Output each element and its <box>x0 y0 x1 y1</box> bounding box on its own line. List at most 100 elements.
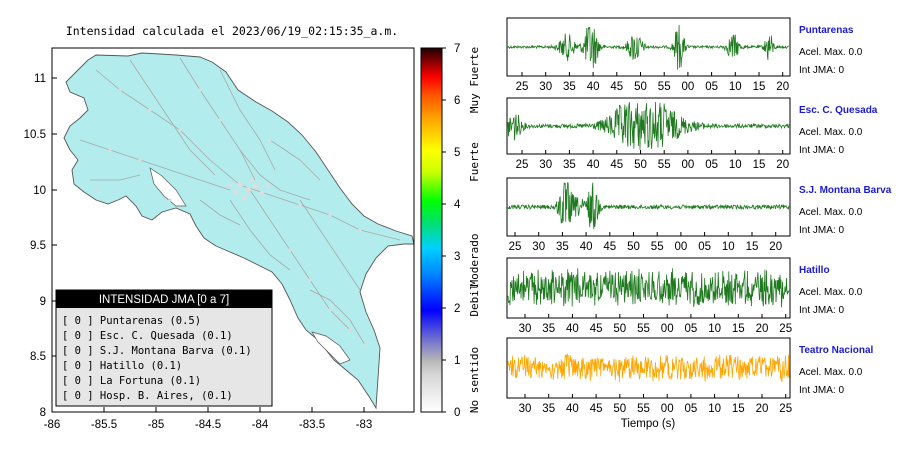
waveform-tick-label: 15 <box>732 323 745 335</box>
waveform-trace <box>507 353 790 383</box>
waveform-tick-label: 20 <box>769 241 782 253</box>
waveform-tick-label: 45 <box>610 159 623 171</box>
waveform-tick-label: 00 <box>661 323 674 335</box>
map-y-tick-label: 10.5 <box>24 129 46 141</box>
waveform-tick-label: 25 <box>516 159 529 171</box>
waveform-time-axis: 30 35 40 45 50 55 00 05 10 15 20 25 <box>519 394 792 415</box>
waveform-tick-label: 10 <box>722 241 735 253</box>
map-x-tick-label: -84 <box>252 419 269 431</box>
legend-item: [ 0 ] Puntarenas (0.5) <box>62 315 201 327</box>
waveform-tick-label: 15 <box>746 241 759 253</box>
waveform-time-axis: 25 30 35 40 45 50 55 00 05 10 15 20 <box>516 150 789 171</box>
station-int-jma: Int JMA: 0 <box>799 145 844 156</box>
time-axis-label: Tiempo (s) <box>621 418 676 430</box>
waveform-tick-label: 00 <box>661 403 674 415</box>
waveform-tick-label: 45 <box>603 241 616 253</box>
waveform-tick-label: 05 <box>698 241 711 253</box>
waveform-tick-label: 35 <box>542 403 555 415</box>
waveform-trace <box>507 101 790 150</box>
legend-item: [ 0 ] Hosp. B. Aires, (0.1) <box>62 390 233 402</box>
map-x-tick-label: -84.5 <box>195 419 221 431</box>
town-markers <box>94 88 367 347</box>
station-acel-max: Acel. Max. 0.0 <box>799 47 863 58</box>
waveform-tick-label: 35 <box>542 323 555 335</box>
waveform-tick-label: 15 <box>732 403 745 415</box>
station-acel-max: Acel. Max. 0.0 <box>799 127 863 138</box>
waveform-tick-label: 00 <box>682 159 695 171</box>
waveform-tick-label: 20 <box>776 159 789 171</box>
waveform-tick-label: 05 <box>705 81 718 93</box>
map-x-tick-label: -86 <box>44 419 61 431</box>
waveform-time-axis: 25 30 35 40 45 50 55 00 05 10 15 20 <box>516 72 789 93</box>
waveform-tick-label: 55 <box>658 81 671 93</box>
map-x-tick-label: -85 <box>148 419 165 431</box>
waveform-time-axis: 25 30 35 40 45 50 55 00 05 10 15 20 <box>509 232 782 253</box>
map-y-tick-label: 9.5 <box>30 240 46 252</box>
waveform-time-axis: 30 35 40 45 50 55 00 05 10 15 20 25 <box>519 314 792 335</box>
road-lines <box>79 57 401 346</box>
colorbar-level-label: Debil <box>468 283 481 316</box>
station-int-jma: Int JMA: 0 <box>799 65 844 76</box>
waveform-tick-label: 55 <box>651 241 664 253</box>
waveform-tick-label: 05 <box>685 403 698 415</box>
waveform-tick-label: 50 <box>627 241 640 253</box>
waveform-tick-label: 10 <box>708 403 721 415</box>
legend-item: [ 0 ] S.J. Montana Barva (0.1) <box>62 345 252 357</box>
waveform-tick-label: 00 <box>682 81 695 93</box>
waveform-tick-label: 20 <box>756 323 769 335</box>
colorbar-level-label: Fuerte <box>468 142 481 182</box>
waveform-panel: 30 35 40 45 50 55 00 05 10 15 20 25 Hatillo Acel. Max… <box>506 257 863 335</box>
waveform-tick-label: 50 <box>634 159 647 171</box>
waveform-tick-label: 55 <box>658 159 671 171</box>
waveform-tick-label: 50 <box>613 323 626 335</box>
intensity-legend: INTENSIDAD JMA [0 a 7] [ 0 ] Puntarenas … <box>55 289 273 407</box>
waveform-panels: 25 30 35 40 45 50 55 00 05 10 15 20 Puntarenas Acel. … <box>506 17 892 415</box>
waveform-tick-label: 25 <box>509 241 522 253</box>
waveform-tick-label: 40 <box>587 159 600 171</box>
waveform-tick-label: 10 <box>729 81 742 93</box>
waveform-tick-label: 25 <box>779 403 792 415</box>
station-name: Hatillo <box>799 265 830 276</box>
waveform-tick-label: 45 <box>590 323 603 335</box>
map-y-tick-label: 8 <box>40 407 46 419</box>
waveform-panel: 25 30 35 40 45 50 55 00 05 10 15 20 Puntarenas Acel. … <box>506 17 863 93</box>
waveform-tick-label: 55 <box>637 403 650 415</box>
station-int-jma: Int JMA: 0 <box>799 385 844 396</box>
waveform-tick-label: 15 <box>753 81 766 93</box>
station-name: Puntarenas <box>799 25 854 36</box>
legend-item: [ 0 ] Esc. C. Quesada (0.1) <box>62 330 233 342</box>
waveform-tick-label: 35 <box>556 241 569 253</box>
waveform-tick-label: 00 <box>675 241 688 253</box>
waveform-tick-label: 10 <box>729 159 742 171</box>
waveform-tick-label: 20 <box>776 81 789 93</box>
colorbar-tick-label: 1 <box>454 355 460 367</box>
waveform-tick-label: 35 <box>563 159 576 171</box>
map-x-axis: -86 -85.5 -85 -84.5 -84 -83.5 -83 <box>44 407 373 431</box>
waveform-tick-label: 25 <box>779 323 792 335</box>
map-x-tick-label: -85.5 <box>91 419 117 431</box>
station-int-jma: Int JMA: 0 <box>799 305 844 316</box>
colorbar-tick-label: 0 <box>454 407 460 419</box>
station-name: S.J. Montana Barva <box>799 185 892 196</box>
costa-rica-land <box>63 52 414 410</box>
colorbar-level-label: No sentido <box>468 347 481 413</box>
legend-item: [ 0 ] La Fortuna (0.1) <box>62 375 201 387</box>
map-title: Intensidad calculada el 2023/06/19_02:15… <box>66 24 398 38</box>
colorbar-level-label: Moderado <box>468 234 481 287</box>
waveform-tick-label: 30 <box>532 241 545 253</box>
colorbar-tick-label: 4 <box>454 199 461 211</box>
waveform-panel: 25 30 35 40 45 50 55 00 05 10 15 20 S.J. Montana Bar… <box>506 177 892 253</box>
map-x-tick-label: -83 <box>356 419 373 431</box>
waveform-tick-label: 55 <box>637 323 650 335</box>
station-acel-max: Acel. Max. 0.0 <box>799 287 863 298</box>
station-name: Esc. C. Quesada <box>799 105 878 116</box>
legend-title: INTENSIDAD JMA [0 a 7] <box>99 294 229 306</box>
map-y-tick-label: 8.5 <box>30 351 46 363</box>
station-name: Teatro Nacional <box>799 345 873 356</box>
colorbar-level-label: Muy Fuerte <box>468 47 481 113</box>
colorbar-tick-label: 6 <box>454 95 460 107</box>
map-y-tick-label: 11 <box>34 73 46 85</box>
waveform-tick-label: 40 <box>566 323 579 335</box>
waveform-tick-label: 05 <box>705 159 718 171</box>
